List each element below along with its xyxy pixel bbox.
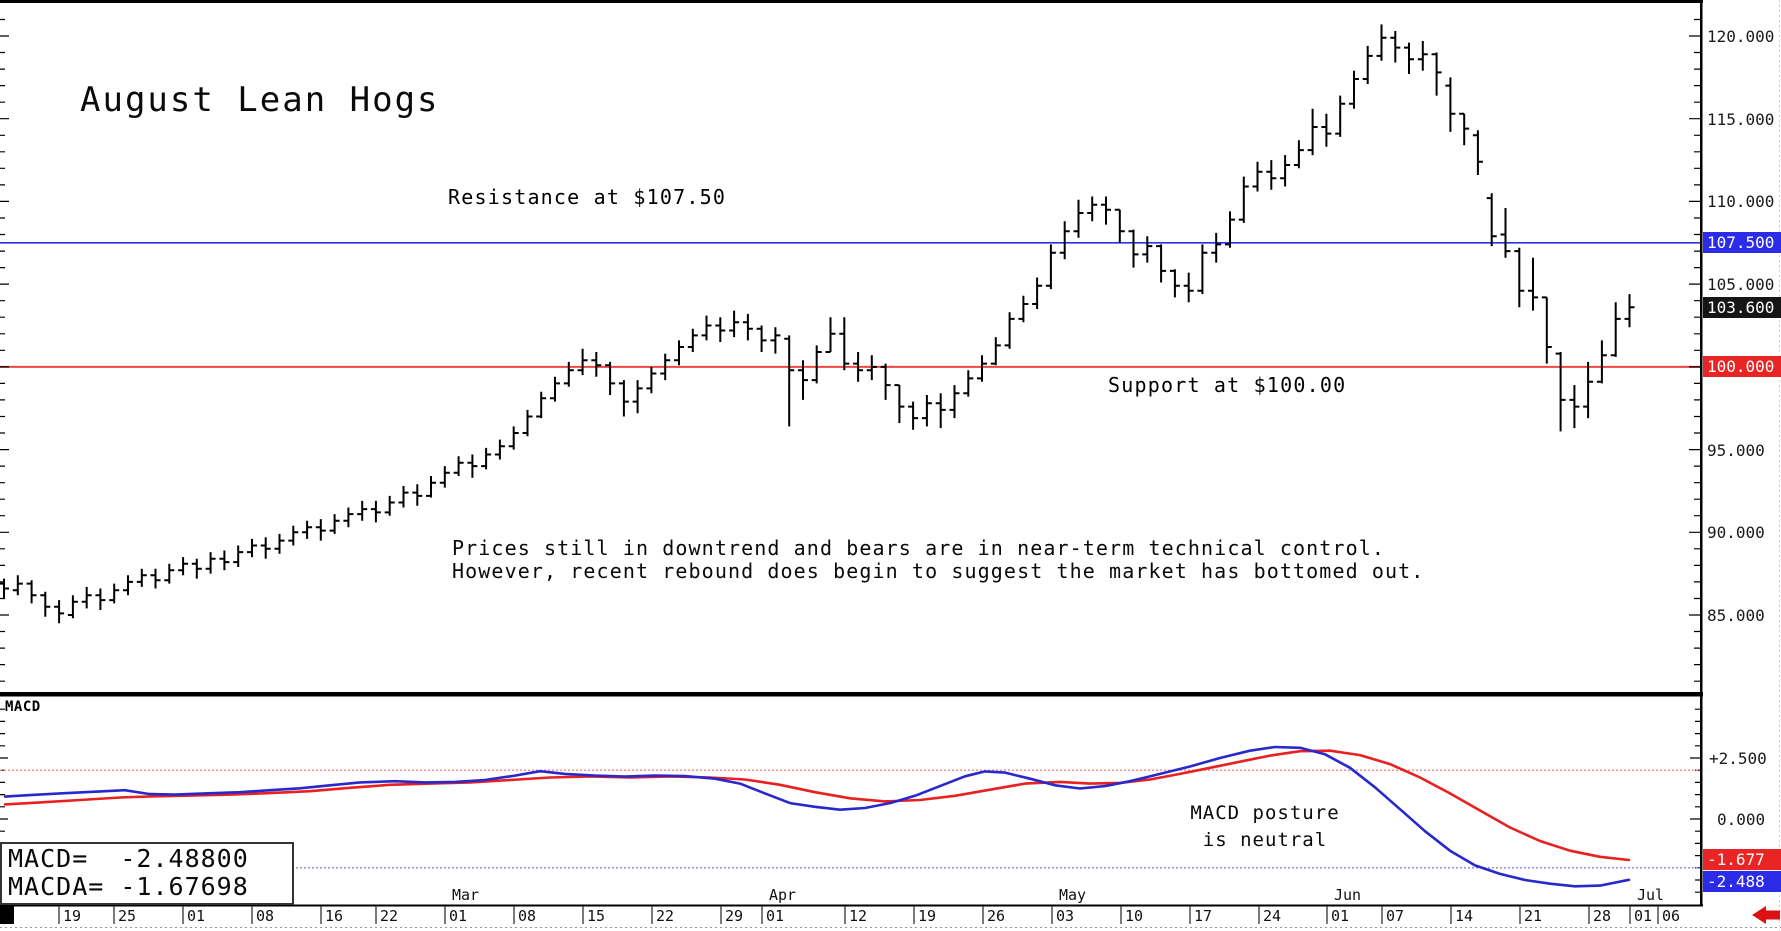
month-label: Jul <box>1637 886 1665 904</box>
date-tick-label: 03 <box>1056 907 1075 925</box>
date-tick-label: 28 <box>1593 907 1612 925</box>
macd-axis-label: +2.500 <box>1709 749 1767 768</box>
date-tick-label: 06 <box>1662 907 1681 925</box>
macd-posture-line-1: MACD posture <box>1190 802 1340 824</box>
support-annotation: Support at $100.00 <box>1108 373 1347 397</box>
price-axis-label: 105.000 <box>1707 275 1775 295</box>
date-tick-label: 07 <box>1386 907 1405 925</box>
date-tick-label: 01 <box>187 907 206 925</box>
price-axis-label: 115.000 <box>1707 109 1775 129</box>
macd-axis-label: 0.000 <box>1717 810 1766 829</box>
date-tick-label: 26 <box>987 907 1006 925</box>
month-label: May <box>1059 886 1087 904</box>
date-tick-label: 10 <box>1125 907 1144 925</box>
date-tick-label: 08 <box>518 907 537 925</box>
date-tick-label: 17 <box>1194 907 1213 925</box>
commentary-line-1: Prices still in downtrend and bears are … <box>452 536 1386 560</box>
date-tick-label: 15 <box>587 907 606 925</box>
month-label: Mar <box>452 886 480 904</box>
macd-value-box: MACD= -2.48800 MACDA= -1.67698 <box>0 842 294 905</box>
macda-value-flag: -1.677 <box>1703 849 1781 871</box>
last-price-flag: 103.600 <box>1703 296 1781 318</box>
date-tick-label: 19 <box>918 907 937 925</box>
latest-bar-arrow-icon <box>1752 906 1780 924</box>
price-axis-label: 120.000 <box>1707 27 1775 46</box>
macd-value-line-2: MACDA= -1.67698 <box>8 872 249 901</box>
date-tick-label: 21 <box>1524 907 1543 925</box>
date-tick-label: 14 <box>1455 907 1474 925</box>
date-tick-label: 19 <box>63 907 82 925</box>
price-axis-label: 85.000 <box>1707 606 1765 625</box>
macd-posture-line-2: is neutral <box>1202 829 1328 851</box>
support-price-flag: 100.000 <box>1703 356 1781 378</box>
macd-value-flag: -2.488 <box>1703 870 1781 892</box>
price-axis-label: 95.000 <box>1707 440 1765 460</box>
resistance-price-flag: 107.500 <box>1703 232 1781 254</box>
price-axis-label: 110.000 <box>1707 192 1775 212</box>
macd-value-line-1: MACD= -2.48800 <box>8 844 249 873</box>
date-tick-label: 01 <box>766 907 785 925</box>
date-tick-label: 29 <box>725 907 744 925</box>
date-tick-label: 08 <box>256 907 275 925</box>
date-tick-label: 01 <box>1634 907 1653 925</box>
commentary-line-2: However, recent rebound does begin to su… <box>452 559 1425 583</box>
chart-title: August Lean Hogs <box>80 80 440 120</box>
month-label: Apr <box>769 886 797 904</box>
macd-panel-label: MACD <box>5 699 41 715</box>
date-tick-label: 22 <box>656 907 675 925</box>
month-label: Jun <box>1334 886 1362 904</box>
date-tick-label: 01 <box>449 907 468 925</box>
date-tick-label: 16 <box>325 907 344 925</box>
date-tick-label: 12 <box>849 907 868 925</box>
date-tick-label: 01 <box>1331 907 1350 925</box>
date-tick-label: 22 <box>380 907 399 925</box>
date-tick-label: 24 <box>1263 907 1282 925</box>
date-tick-label: 25 <box>118 907 137 925</box>
resistance-annotation: Resistance at $107.50 <box>448 185 727 209</box>
price-axis-label: 90.000 <box>1707 523 1765 543</box>
